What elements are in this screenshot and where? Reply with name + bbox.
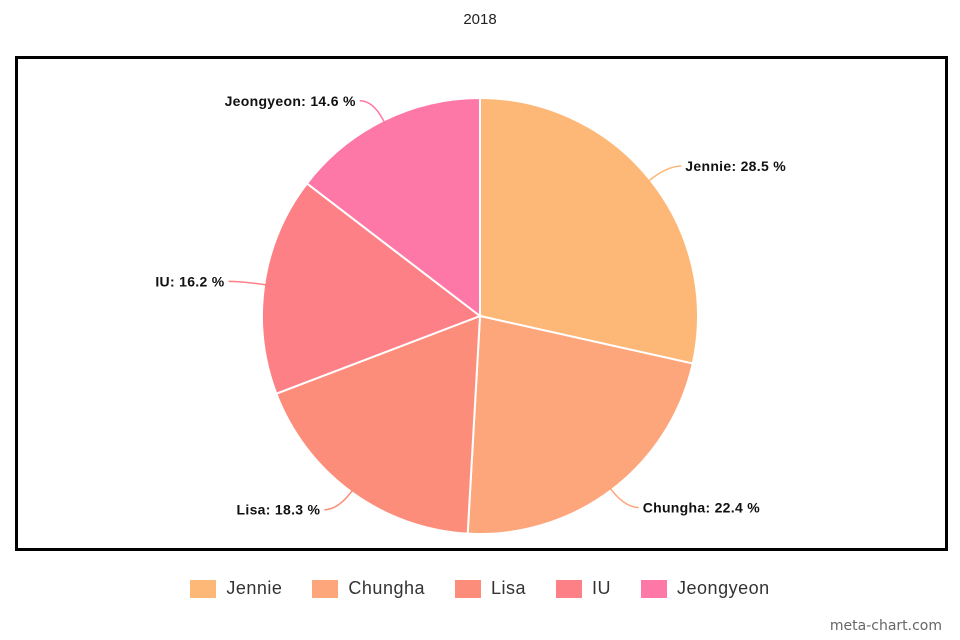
legend-label: Lisa [491,578,527,598]
legend-label: Jeongyeon [677,578,770,598]
legend-item-jennie[interactable]: Jennie [190,578,282,599]
slice-label-iu: IU: 16.2 % [155,273,224,289]
leader-line-jeongyeon [359,100,386,123]
leader-line-jennie [648,165,682,182]
legend-swatch [312,579,339,598]
legend-swatch [641,579,668,598]
leader-line-chungha [609,487,639,509]
legend-item-jeongyeon[interactable]: Jeongyeon [641,578,770,599]
slice-label-lisa: Lisa: 18.3 % [237,502,321,518]
legend-swatch [556,579,583,598]
plot-frame: Jennie: 28.5 % Chungha: 22.4 % Lisa: 18.3 … [15,56,948,551]
chart-title: 2018 [463,11,497,28]
legend-label: IU [592,578,612,598]
legend-swatch [455,579,481,598]
legend-swatch [190,579,217,598]
legend-label: Chungha [348,578,425,598]
slice-label-jeongyeon: Jeongyeon: 14.6 % [225,93,356,109]
legend-item-lisa[interactable]: Lisa [455,578,526,599]
slice-label-jennie: Jennie: 28.5 % [685,158,786,174]
watermark: meta-chart.com [829,618,942,634]
legend-item-chungha[interactable]: Chungha [312,578,425,599]
legend: Jennie Chungha Lisa IU Jeongyeon [0,578,960,599]
slice-label-chungha: Chungha: 22.4 % [643,499,761,515]
legend-item-iu[interactable]: IU [556,578,611,599]
leader-line-lisa [324,489,354,511]
legend-label: Jennie [226,578,283,598]
pie-chart: Jennie: 28.5 % Chungha: 22.4 % Lisa: 18.3 … [155,93,786,536]
leader-line-iu [228,280,267,286]
